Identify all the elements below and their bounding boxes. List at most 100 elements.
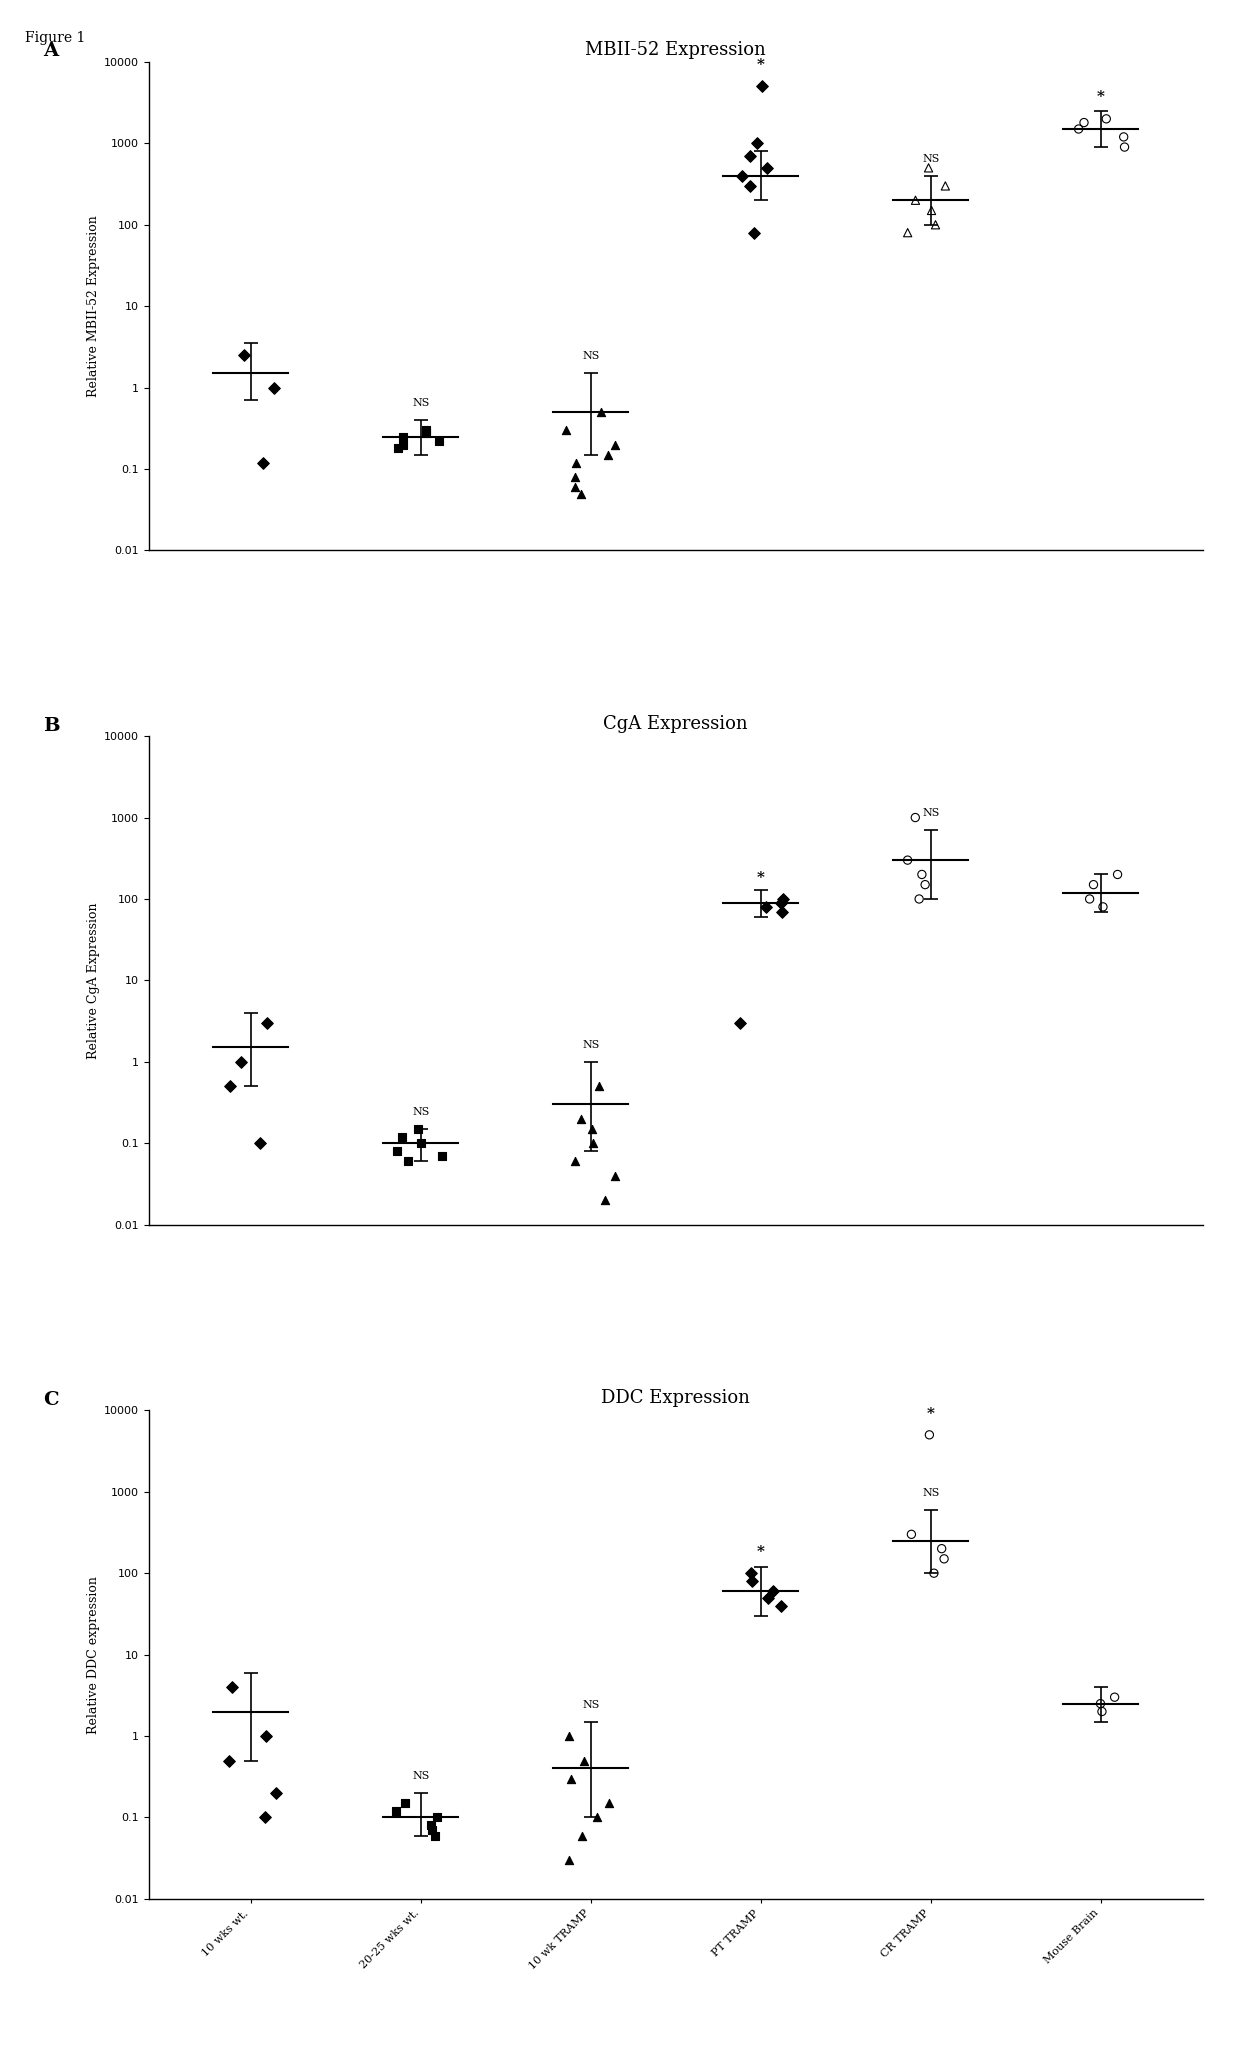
Point <box>770 1589 790 1622</box>
Point <box>774 883 794 916</box>
Y-axis label: Relative MBII-52 Expression: Relative MBII-52 Expression <box>87 215 100 396</box>
Text: *: * <box>756 58 765 72</box>
Point <box>605 1160 625 1193</box>
Point <box>1115 130 1135 163</box>
Point <box>733 159 753 192</box>
Text: C: C <box>43 1391 60 1410</box>
Point <box>742 1565 761 1598</box>
Point <box>931 1531 951 1565</box>
Point <box>557 413 577 446</box>
Title: CgA Expression: CgA Expression <box>604 716 748 733</box>
Point <box>740 169 760 202</box>
Point <box>915 869 935 902</box>
Point <box>730 1007 750 1040</box>
Point <box>1096 103 1116 136</box>
Point <box>1105 1680 1125 1713</box>
Point <box>1084 869 1104 902</box>
Point <box>257 1007 277 1040</box>
Text: *: * <box>756 1544 765 1558</box>
Point <box>432 1139 451 1172</box>
Point <box>572 1102 591 1135</box>
Text: NS: NS <box>923 1488 940 1498</box>
Point <box>423 1814 443 1847</box>
Point <box>264 372 284 405</box>
Title: DDC Expression: DDC Expression <box>601 1389 750 1408</box>
Point <box>905 801 925 834</box>
Point <box>901 1517 921 1550</box>
Point <box>559 1719 579 1752</box>
Point <box>935 169 955 202</box>
Point <box>386 1794 405 1827</box>
Point <box>599 1787 619 1820</box>
Point <box>564 460 584 493</box>
Point <box>911 859 931 892</box>
Point <box>605 427 625 460</box>
Point <box>763 1575 782 1608</box>
Point <box>417 417 436 450</box>
Point <box>921 194 941 227</box>
Point <box>1069 114 1089 147</box>
Text: NS: NS <box>923 809 940 817</box>
Point <box>919 151 939 184</box>
Point <box>925 208 945 241</box>
Point <box>429 425 449 458</box>
Point <box>398 1146 418 1179</box>
Point <box>595 1183 615 1216</box>
Point <box>562 1763 582 1796</box>
Point <box>748 126 768 159</box>
Point <box>422 1808 441 1841</box>
Text: *: * <box>1097 91 1105 105</box>
Point <box>567 446 587 479</box>
Point <box>744 217 764 250</box>
Point <box>934 1542 954 1575</box>
Point <box>393 421 413 454</box>
Point <box>570 477 590 510</box>
Point <box>753 70 773 103</box>
Point <box>742 1556 761 1589</box>
Point <box>221 1069 241 1102</box>
Point <box>564 471 584 504</box>
Point <box>393 427 413 460</box>
Point <box>588 1802 608 1835</box>
Point <box>231 1044 250 1077</box>
Point <box>909 883 929 916</box>
Text: *: * <box>756 871 765 885</box>
Text: NS: NS <box>923 155 940 163</box>
Point <box>583 1127 603 1160</box>
Point <box>1080 883 1100 916</box>
Point <box>559 1843 579 1876</box>
Point <box>1074 105 1094 138</box>
Point <box>265 1777 285 1810</box>
Text: A: A <box>43 43 58 60</box>
Point <box>396 1787 415 1820</box>
Point <box>415 413 435 446</box>
Point <box>572 1818 591 1851</box>
Y-axis label: Relative DDC expression: Relative DDC expression <box>87 1575 100 1734</box>
Point <box>756 890 776 923</box>
Point <box>582 1112 601 1146</box>
Point <box>758 1581 777 1614</box>
Point <box>427 1802 446 1835</box>
Point <box>756 151 776 184</box>
Point <box>392 1121 412 1154</box>
Point <box>589 1069 609 1102</box>
Point <box>771 885 791 918</box>
Point <box>410 1127 430 1160</box>
Title: MBII-52 Expression: MBII-52 Expression <box>585 41 766 60</box>
Point <box>1092 890 1112 923</box>
Point <box>257 1719 277 1752</box>
Text: B: B <box>43 716 60 735</box>
Point <box>1107 859 1127 892</box>
Point <box>222 1670 242 1703</box>
Text: Figure 1: Figure 1 <box>25 31 86 45</box>
Point <box>387 1135 407 1168</box>
Text: NS: NS <box>412 398 429 409</box>
Point <box>253 446 273 479</box>
Point <box>564 1146 584 1179</box>
Point <box>1092 1695 1112 1728</box>
Point <box>1114 120 1133 153</box>
Point <box>920 1418 940 1451</box>
Point <box>924 1556 944 1589</box>
Point <box>773 896 792 929</box>
Point <box>408 1112 428 1146</box>
